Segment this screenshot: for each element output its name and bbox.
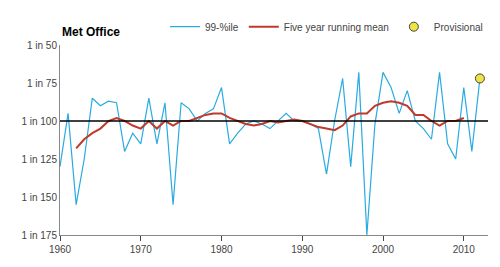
svg-text:1 in 125: 1 in 125 — [21, 154, 57, 165]
svg-text:1 in 100: 1 in 100 — [21, 116, 57, 127]
svg-text:1970: 1970 — [130, 244, 153, 255]
svg-text:1980: 1980 — [210, 244, 233, 255]
svg-text:Met Office: Met Office — [62, 25, 120, 39]
svg-text:2010: 2010 — [453, 244, 476, 255]
svg-text:1 in 75: 1 in 75 — [27, 78, 57, 89]
svg-text:1990: 1990 — [291, 244, 314, 255]
svg-text:1 in 50: 1 in 50 — [27, 40, 57, 51]
svg-text:1 in 175: 1 in 175 — [21, 230, 57, 241]
svg-text:Provisional: Provisional — [434, 22, 483, 33]
svg-text:Five year running mean: Five year running mean — [284, 22, 389, 33]
svg-text:99-%ile: 99-%ile — [205, 22, 239, 33]
svg-text:2000: 2000 — [372, 244, 395, 255]
svg-text:1 in 150: 1 in 150 — [21, 192, 57, 203]
svg-text:1960: 1960 — [49, 244, 72, 255]
